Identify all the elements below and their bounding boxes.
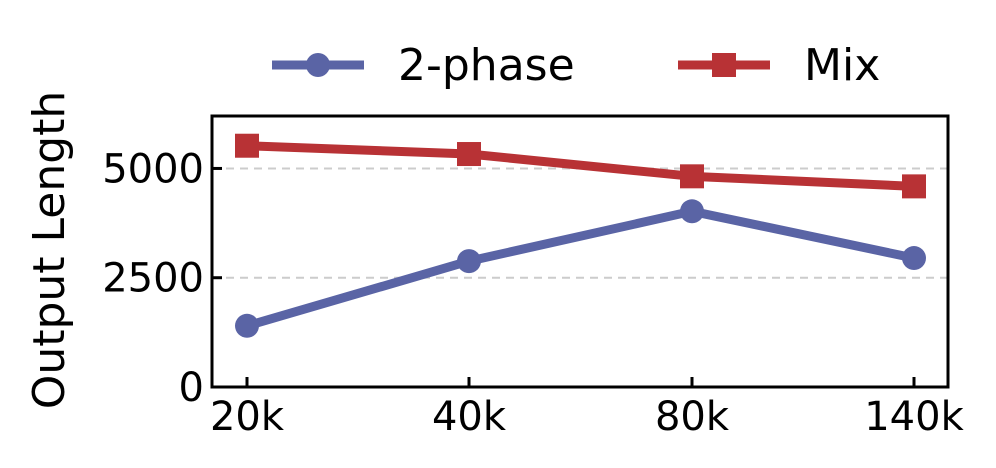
x-axis: 20k 40k 80k 140k	[210, 377, 965, 440]
data-point	[680, 199, 704, 224]
y-axis-label: Output Length	[24, 91, 75, 410]
series-line	[246, 141, 915, 191]
data-point	[680, 164, 704, 189]
y-axis: 0 2500 5000	[102, 146, 222, 411]
data-point	[457, 142, 481, 167]
x-tick-label: 140k	[864, 394, 964, 440]
y-tick-label: 5000	[102, 146, 204, 192]
legend-item: Mix	[678, 40, 880, 91]
legend-label: Mix	[804, 40, 880, 91]
plot-frame	[210, 114, 950, 389]
series-mix	[235, 133, 926, 199]
legend-label: 2-phase	[398, 40, 575, 91]
x-tick-label: 20k	[210, 394, 285, 440]
y-tick-label: 2500	[102, 256, 204, 302]
series-2-phase	[235, 199, 926, 338]
legend: 2-phase Mix	[272, 40, 880, 91]
data-point	[712, 53, 736, 77]
data-point	[235, 133, 259, 158]
data-point	[902, 246, 926, 271]
data-point	[902, 174, 926, 199]
x-tick-label: 40k	[432, 394, 507, 440]
series-layer	[235, 133, 926, 338]
legend-item: 2-phase	[272, 40, 575, 91]
data-point	[306, 53, 330, 77]
data-point	[457, 249, 481, 274]
y-tick-label: 0	[179, 365, 204, 411]
x-tick-label: 80k	[655, 394, 730, 440]
data-point	[235, 313, 259, 338]
series-line	[245, 206, 915, 331]
